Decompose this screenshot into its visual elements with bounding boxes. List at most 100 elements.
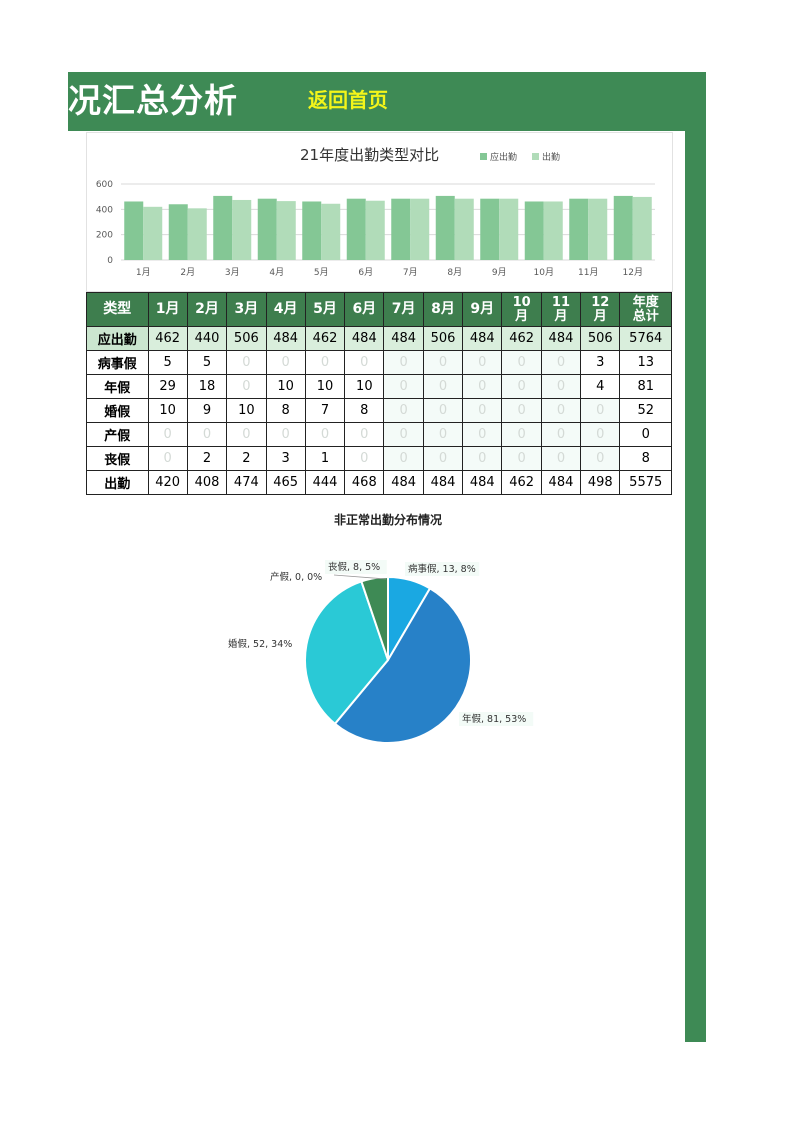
table-cell: 0 [501, 374, 542, 399]
x-tick-label: 6月 [358, 267, 373, 278]
x-tick-label: 12月 [623, 267, 643, 278]
table-cell: 420 [147, 470, 188, 495]
table-cell: 0 [383, 374, 424, 399]
table-body: 应出勤 462 440 506 484 462 484 484 506 484 462 484 506 5… [86, 326, 672, 495]
pie-slice [333, 587, 472, 744]
table-cell: 506 [580, 326, 621, 351]
table-cell: 462 [304, 326, 346, 351]
table-cell: 444 [304, 470, 346, 495]
table-cell: 0 [462, 374, 503, 399]
table-cell: 484 [422, 470, 464, 495]
home-link[interactable]: 返回首页 [308, 88, 388, 112]
table-cell: 484 [344, 326, 385, 351]
table-cell: 0 [501, 422, 542, 447]
table-cell: 408 [186, 470, 228, 495]
table-cell: 9 [186, 398, 228, 423]
pie-label: 婚假, 52, 34% [228, 638, 292, 650]
table-cell: 13 [619, 350, 672, 375]
header-banner [68, 72, 706, 131]
table-cell: 5 [147, 350, 188, 375]
column-header: 5月 [304, 292, 346, 327]
column-header: 年度 总计 [619, 292, 672, 327]
bar-actual [187, 208, 207, 260]
table-cell: 0 [383, 446, 424, 471]
table-cell: 0 [501, 398, 542, 423]
table-cell: 0 [619, 422, 672, 447]
table-cell: 0 [462, 398, 503, 423]
bar-actual [232, 199, 252, 260]
table-header-row: 类型 1月 2月 3月 4月 5月 6月 7月 8月 9月 10 月 11 月 12 月年度 总计 [86, 292, 672, 327]
bar-should [257, 198, 277, 260]
column-header: 2月 [186, 292, 228, 327]
row-label: 病事假 [86, 350, 149, 375]
table-row: 丧假 0 2 2 3 1 0 0 0 0 0 0 0 8 [86, 446, 672, 471]
pie-label-bg [325, 560, 387, 574]
column-header: 11 月 [540, 292, 582, 327]
y-tick-label: 600 [96, 180, 113, 190]
table-cell: 10 [344, 374, 385, 399]
chart-title: 21年度出勤类型对比 [300, 146, 439, 164]
table-row: 婚假 10 9 10 8 7 8 0 0 0 0 0 0 52 [86, 398, 672, 423]
pie-label-bg [459, 712, 534, 726]
table-cell: 474 [226, 470, 267, 495]
table-cell: 0 [344, 350, 385, 375]
table-cell: 468 [344, 470, 385, 495]
bar-should [168, 204, 188, 260]
table-cell: 0 [580, 446, 621, 471]
x-tick-label: 2月 [180, 267, 195, 278]
bar-actual [632, 196, 652, 260]
table-cell: 52 [619, 398, 672, 423]
bar-actual [321, 203, 341, 260]
table-cell: 0 [383, 398, 424, 423]
column-header: 1月 [147, 292, 188, 327]
bar-should [391, 198, 411, 260]
table-cell: 2 [186, 446, 228, 471]
table-cell: 5764 [619, 326, 672, 351]
x-tick-label: 5月 [314, 267, 329, 278]
table-cell: 484 [462, 326, 503, 351]
table-cell: 5 [186, 350, 228, 375]
bar-actual [588, 198, 608, 260]
table-cell: 484 [383, 470, 424, 495]
table-cell: 8 [344, 398, 385, 423]
table-cell: 0 [304, 350, 346, 375]
table-cell: 4 [580, 374, 621, 399]
column-header: 9月 [462, 292, 503, 327]
column-header: 类型 [86, 292, 149, 327]
row-label: 出勤 [86, 470, 149, 495]
table-cell: 462 [501, 326, 542, 351]
side-accent-bar [685, 131, 706, 1042]
bar-should [213, 195, 233, 260]
table-cell: 484 [462, 470, 503, 495]
pie-slice [304, 580, 390, 726]
bar-actual [499, 198, 519, 260]
column-header: 4月 [265, 292, 306, 327]
bar-actual [410, 198, 430, 260]
table-cell: 1 [304, 446, 346, 471]
x-tick-label: 8月 [447, 267, 462, 278]
pie-chart-panel: 非正常出勤分布情况 病事假, 13, 8% 年假, 81, 53% 婚假, 52, 3… [200, 505, 580, 755]
table-cell: 0 [540, 350, 582, 375]
table-cell: 462 [501, 470, 542, 495]
table-cell: 8 [619, 446, 672, 471]
table-cell: 8 [265, 398, 306, 423]
pie-leader-line [333, 574, 387, 580]
table-cell: 10 [147, 398, 188, 423]
table-cell: 0 [226, 422, 267, 447]
table-cell: 0 [304, 422, 346, 447]
table-cell: 0 [501, 350, 542, 375]
table-cell: 0 [462, 350, 503, 375]
legend-swatch-should [480, 153, 487, 160]
table-cell: 0 [147, 446, 188, 471]
table-cell: 0 [422, 422, 464, 447]
bar-should [346, 198, 366, 260]
page-title: 况汇总分析 [68, 81, 238, 120]
column-header: 7月 [383, 292, 424, 327]
column-header: 12 月 [580, 292, 621, 327]
bar-should [569, 198, 589, 260]
table-cell: 0 [226, 374, 267, 399]
legend-swatch-actual [532, 153, 539, 160]
table-cell: 0 [540, 422, 582, 447]
row-label: 丧假 [86, 446, 149, 471]
table-cell: 3 [265, 446, 306, 471]
